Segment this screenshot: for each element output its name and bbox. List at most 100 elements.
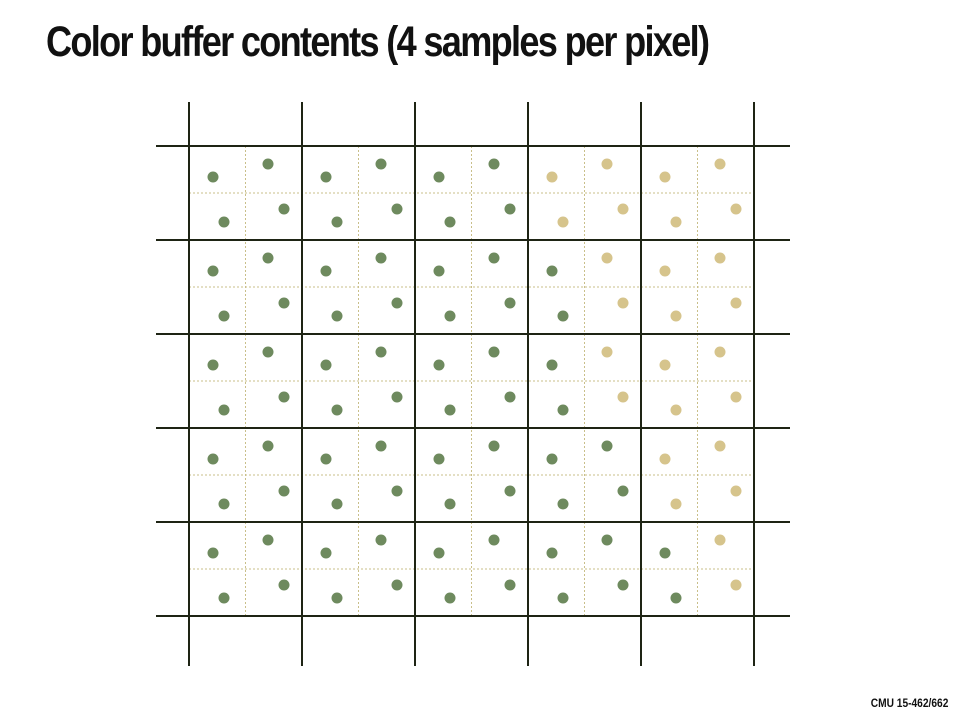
sample-point	[659, 359, 671, 371]
sample-point	[207, 547, 219, 559]
sample-point	[546, 171, 558, 183]
sample-point	[320, 453, 332, 465]
slide-title: Color buffer contents (4 samples per pix…	[46, 18, 710, 66]
sample-point	[218, 310, 230, 322]
sample-point	[444, 498, 456, 510]
sample-point	[218, 216, 230, 228]
sample-point	[546, 265, 558, 277]
sample-point	[207, 453, 219, 465]
subpixel-grid	[189, 146, 754, 616]
sample-point	[730, 391, 742, 403]
sample-point	[278, 485, 290, 497]
sample-point	[617, 485, 629, 497]
sample-point	[444, 592, 456, 604]
sample-point	[617, 297, 629, 309]
sample-point	[278, 579, 290, 591]
sample-point	[375, 158, 387, 170]
pixel-grid	[156, 102, 790, 666]
sample-point	[433, 453, 445, 465]
sample-point	[659, 453, 671, 465]
sample-point	[714, 158, 726, 170]
sample-point	[375, 440, 387, 452]
sample-point	[670, 498, 682, 510]
sample-point	[433, 171, 445, 183]
sample-point	[504, 485, 516, 497]
sample-point	[375, 534, 387, 546]
sample-point	[320, 547, 332, 559]
sample-point	[488, 346, 500, 358]
sample-point	[391, 485, 403, 497]
sample-points	[207, 158, 742, 604]
sample-point	[714, 534, 726, 546]
sample-point	[557, 592, 569, 604]
sample-point	[444, 404, 456, 416]
sample-point	[730, 579, 742, 591]
sample-point	[331, 592, 343, 604]
sample-point	[262, 346, 274, 358]
sample-point	[433, 547, 445, 559]
sample-point	[659, 547, 671, 559]
sample-point	[433, 265, 445, 277]
sample-point	[504, 391, 516, 403]
sample-point	[659, 265, 671, 277]
sample-point	[601, 346, 613, 358]
sample-point	[207, 359, 219, 371]
sample-point	[601, 252, 613, 264]
sample-point	[601, 158, 613, 170]
sample-point	[504, 579, 516, 591]
sample-point	[331, 216, 343, 228]
sample-point	[278, 203, 290, 215]
sample-point	[207, 265, 219, 277]
sample-point	[504, 203, 516, 215]
sample-point	[557, 404, 569, 416]
sample-point	[617, 579, 629, 591]
sample-point	[488, 158, 500, 170]
sample-point	[504, 297, 516, 309]
sample-point	[262, 158, 274, 170]
sample-point	[659, 171, 671, 183]
course-footer: CMU 15-462/662	[870, 696, 948, 710]
sample-point	[488, 252, 500, 264]
sample-point	[670, 310, 682, 322]
sample-point	[601, 440, 613, 452]
sample-point	[433, 359, 445, 371]
sample-point	[331, 498, 343, 510]
sample-point	[391, 297, 403, 309]
sample-point	[391, 391, 403, 403]
sample-point	[670, 216, 682, 228]
sample-point	[331, 310, 343, 322]
sample-point	[207, 171, 219, 183]
sample-point	[262, 534, 274, 546]
sample-point	[218, 404, 230, 416]
sample-point	[331, 404, 343, 416]
sample-point	[444, 310, 456, 322]
sample-point	[320, 171, 332, 183]
sample-point	[278, 297, 290, 309]
sample-point	[670, 404, 682, 416]
sample-point	[601, 534, 613, 546]
sample-point	[670, 592, 682, 604]
sample-point	[617, 203, 629, 215]
sample-point	[557, 216, 569, 228]
sample-point	[320, 359, 332, 371]
sample-point	[488, 534, 500, 546]
sample-point	[546, 359, 558, 371]
sample-point	[488, 440, 500, 452]
sample-point	[714, 346, 726, 358]
sample-point	[730, 297, 742, 309]
sample-point	[218, 498, 230, 510]
sample-point	[444, 216, 456, 228]
sample-point	[557, 498, 569, 510]
sample-point	[278, 391, 290, 403]
sample-point	[546, 453, 558, 465]
sample-point	[262, 252, 274, 264]
sample-point	[391, 203, 403, 215]
sample-point	[546, 547, 558, 559]
sample-point	[262, 440, 274, 452]
sample-point	[391, 579, 403, 591]
sample-point	[218, 592, 230, 604]
sample-point	[557, 310, 569, 322]
sample-point	[714, 252, 726, 264]
sample-point	[730, 203, 742, 215]
